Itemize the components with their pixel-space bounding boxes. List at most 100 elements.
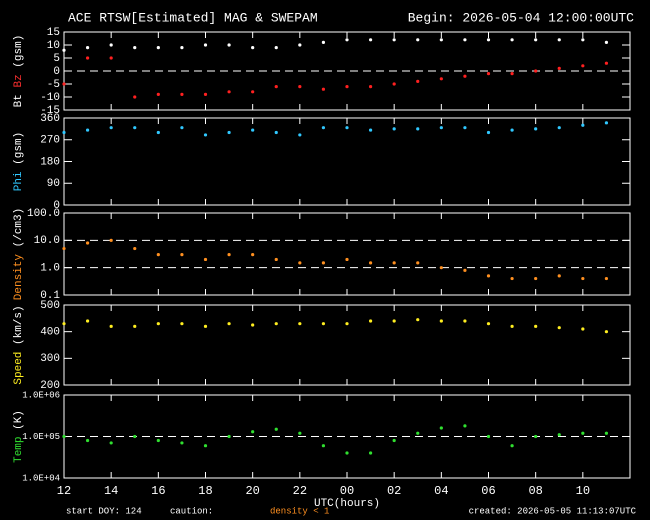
data-point: [156, 46, 160, 50]
data-point: [85, 319, 90, 323]
y-tick-label: -15: [40, 105, 60, 117]
data-point: [180, 441, 184, 445]
data-point: [439, 266, 443, 270]
data-point: [203, 43, 208, 47]
data-point: [486, 72, 491, 76]
data-point: [581, 327, 585, 331]
data-point: [62, 48, 66, 52]
data-point: [604, 330, 609, 334]
data-point: [203, 444, 208, 448]
data-point: [109, 56, 113, 60]
data-point: [439, 77, 443, 81]
data-point: [368, 319, 373, 323]
data-point: [298, 261, 302, 265]
panel-frame: [63, 212, 631, 296]
y-axis-label: Speed (km/s): [13, 305, 25, 384]
y-axis-label: Density (/cm3): [13, 208, 25, 300]
y-tick-label: 180: [40, 156, 60, 168]
y-axis-label: Bt Bz (gsm): [13, 35, 25, 108]
data-point: [227, 253, 231, 257]
y-axis-label-part: Bt: [13, 88, 25, 108]
y-tick-label: 15: [47, 27, 60, 39]
y-tick-label: 1.0E+04: [22, 473, 60, 483]
data-point: [321, 322, 326, 326]
data-point: [604, 121, 609, 125]
data-point: [368, 451, 373, 455]
data-point: [133, 95, 137, 99]
data-point: [345, 322, 349, 326]
y-tick-label: 200: [40, 380, 60, 392]
x-tick-label: 12: [57, 484, 71, 498]
data-point: [439, 319, 443, 323]
data-point: [392, 438, 396, 443]
data-point: [109, 324, 113, 328]
created-time: created: 2026-05-05 11:13:07UTC: [469, 506, 637, 516]
data-point: [109, 238, 113, 242]
y-tick-label: 100.0: [27, 208, 60, 220]
data-point: [274, 427, 278, 431]
data-point: [557, 38, 561, 42]
y-tick-label: -5: [47, 79, 60, 91]
data-point: [581, 276, 585, 281]
data-point: [416, 318, 420, 322]
data-point: [345, 126, 349, 130]
data-point: [251, 90, 255, 94]
data-point: [274, 322, 278, 326]
data-point: [557, 66, 561, 70]
data-point: [321, 40, 326, 45]
data-point: [180, 253, 184, 257]
data-point: [62, 322, 66, 326]
y-axis-label-part: (gsm): [13, 132, 25, 165]
data-point: [392, 127, 396, 131]
data-point: [392, 319, 396, 323]
data-point: [392, 261, 396, 265]
y-axis-label-part: (/cm3): [13, 208, 25, 248]
caution-note: density < 1: [270, 506, 329, 516]
data-point: [227, 130, 231, 135]
data-point: [156, 92, 160, 96]
data-point: [463, 319, 467, 323]
data-point: [62, 434, 66, 439]
y-tick-label: 0: [53, 200, 60, 212]
x-tick-label: 22: [293, 484, 307, 498]
data-point: [62, 130, 66, 135]
y-axis-label-part: (K): [13, 410, 25, 430]
data-point: [581, 64, 585, 68]
data-point: [368, 38, 373, 42]
data-point: [534, 434, 538, 439]
y-tick-label: 1.0E+06: [22, 390, 60, 400]
data-point: [557, 326, 561, 330]
data-point: [345, 257, 349, 262]
data-point: [604, 431, 609, 435]
y-tick-label: 300: [40, 353, 60, 365]
data-point: [510, 444, 514, 448]
x-tick-label: 10: [576, 484, 590, 498]
data-point: [274, 257, 278, 262]
y-tick-label: 10: [47, 40, 60, 52]
data-point: [534, 276, 538, 281]
data-point: [180, 92, 184, 96]
data-point: [203, 257, 208, 262]
data-point: [298, 43, 302, 47]
data-point: [227, 322, 231, 326]
x-tick-label: 06: [481, 484, 495, 498]
y-axis-label-part: (km/s): [13, 305, 25, 345]
data-point: [251, 128, 255, 132]
data-point: [251, 46, 255, 50]
data-point: [581, 123, 585, 127]
data-point: [510, 276, 514, 281]
data-point: [463, 126, 467, 130]
data-point: [203, 92, 208, 96]
data-point: [227, 434, 231, 439]
data-point: [251, 323, 255, 327]
data-point: [85, 56, 90, 60]
data-point: [109, 126, 113, 130]
data-point: [416, 38, 420, 42]
data-point: [345, 451, 349, 455]
data-point: [298, 85, 302, 89]
x-tick-label: 16: [151, 484, 165, 498]
data-point: [156, 438, 160, 443]
data-point: [534, 127, 538, 131]
y-tick-label: 5: [53, 53, 60, 65]
data-point: [345, 85, 349, 89]
